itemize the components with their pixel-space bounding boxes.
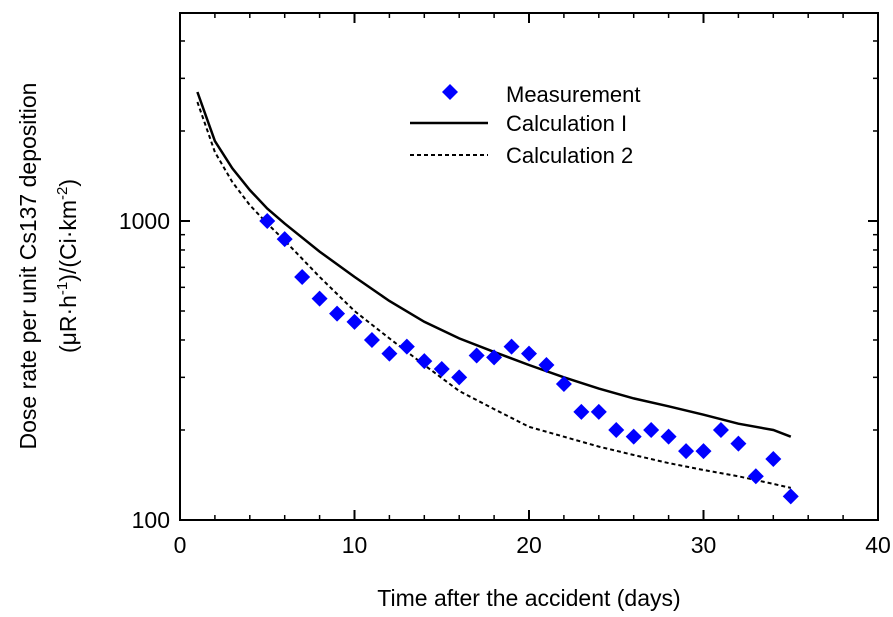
legend-label-calculation-1: Calculation I bbox=[506, 111, 627, 136]
legend: Measurement Calculation I Calculation 2 bbox=[410, 82, 641, 168]
data-point-measurement bbox=[747, 468, 764, 485]
y-axis-title-line2-mid: )/(Ci·km bbox=[55, 200, 81, 282]
data-point-measurement bbox=[782, 488, 799, 505]
data-point-measurement bbox=[678, 443, 695, 460]
x-tick-label: 40 bbox=[865, 532, 891, 558]
y-axis-title-exp2: -2 bbox=[54, 187, 71, 200]
data-point-measurement bbox=[608, 421, 625, 438]
x-tick-label: 30 bbox=[691, 532, 717, 558]
y-axis-title: Dose rate per unit Cs137 deposition (μR·… bbox=[15, 83, 81, 450]
data-point-measurement bbox=[294, 268, 311, 285]
lines-layer bbox=[196, 91, 792, 489]
series-line-calculation-2 bbox=[196, 101, 792, 489]
data-point-measurement bbox=[433, 360, 450, 377]
y-axis-title-line2-pre: (μR·h bbox=[55, 295, 81, 353]
data-point-measurement bbox=[259, 213, 276, 229]
y-tick-label: 1000 bbox=[119, 208, 170, 234]
data-point-measurement bbox=[398, 338, 415, 355]
data-point-measurement bbox=[521, 345, 537, 362]
legend-label-measurement: Measurement bbox=[506, 82, 641, 107]
data-point-measurement bbox=[730, 435, 747, 452]
x-tick-label: 10 bbox=[342, 532, 368, 558]
x-tick-label: 20 bbox=[516, 532, 542, 558]
data-point-measurement bbox=[660, 428, 677, 445]
y-axis-title-exp1: -1 bbox=[54, 282, 71, 295]
data-point-measurement bbox=[555, 376, 572, 393]
data-point-measurement bbox=[765, 450, 782, 467]
x-axis-title: Time after the accident (days) bbox=[377, 585, 680, 611]
data-point-measurement bbox=[590, 403, 607, 420]
y-axis-title-line2-post: ) bbox=[55, 179, 81, 187]
data-point-measurement bbox=[381, 345, 398, 362]
y-axis-title-line1: Dose rate per unit Cs137 deposition bbox=[15, 83, 41, 450]
data-point-measurement bbox=[329, 305, 346, 322]
data-point-measurement bbox=[503, 338, 520, 355]
y-tick-label: 100 bbox=[132, 507, 170, 533]
data-point-measurement bbox=[346, 313, 363, 330]
data-point-measurement bbox=[451, 369, 468, 386]
series-line-calculation-i bbox=[196, 91, 792, 438]
data-point-measurement bbox=[486, 349, 503, 366]
legend-label-calculation-2: Calculation 2 bbox=[506, 143, 633, 168]
legend-marker-measurement bbox=[442, 84, 458, 100]
y-axis-title-line2: (μR·h-1)/(Ci·km-2) bbox=[54, 179, 81, 353]
data-point-measurement bbox=[625, 428, 642, 445]
data-point-measurement bbox=[311, 290, 328, 307]
data-point-measurement bbox=[712, 421, 729, 438]
data-point-measurement bbox=[573, 403, 590, 420]
data-point-measurement bbox=[276, 231, 293, 248]
data-point-measurement bbox=[363, 331, 380, 348]
x-tick-label: 0 bbox=[174, 532, 187, 558]
data-point-measurement bbox=[468, 347, 485, 364]
data-point-measurement bbox=[695, 443, 712, 460]
data-point-measurement bbox=[538, 356, 555, 373]
data-point-measurement bbox=[416, 353, 433, 370]
markers-layer bbox=[259, 213, 799, 505]
axes-layer: 0 10 20 30 40 100 1000 bbox=[119, 13, 891, 558]
data-point-measurement bbox=[643, 421, 660, 438]
